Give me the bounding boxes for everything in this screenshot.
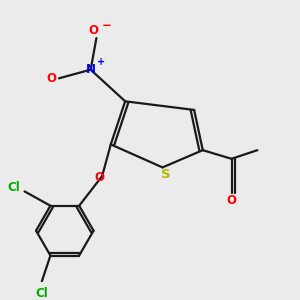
Text: O: O (88, 24, 98, 38)
Text: O: O (226, 194, 236, 207)
Text: Cl: Cl (35, 287, 48, 300)
Text: S: S (160, 168, 170, 181)
Text: N: N (86, 63, 96, 76)
Text: Cl: Cl (8, 181, 20, 194)
Text: O: O (94, 171, 104, 184)
Text: −: − (101, 19, 111, 32)
Text: +: + (97, 58, 105, 68)
Text: O: O (47, 72, 57, 85)
